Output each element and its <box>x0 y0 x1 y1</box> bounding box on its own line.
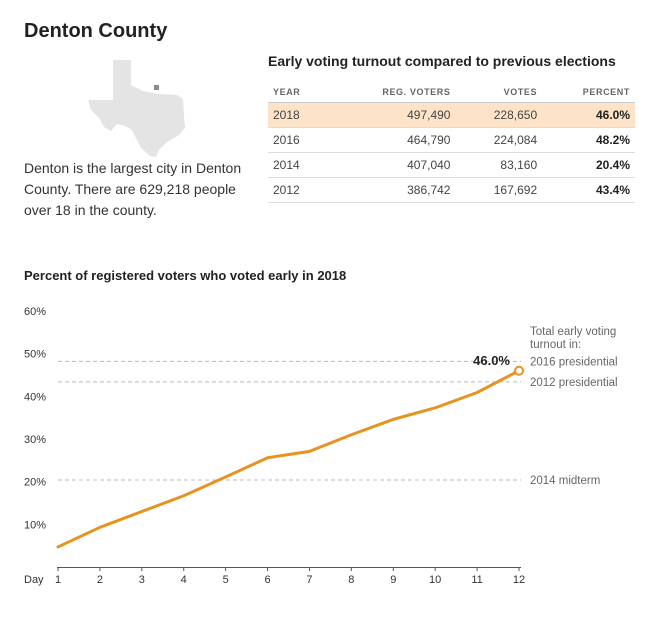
cell-reg-voters: 386,742 <box>328 177 456 203</box>
y-tick-label: 10% <box>24 519 46 531</box>
series-line-2018 <box>56 369 521 549</box>
table-row: 2012 386,742 167,692 43.4% <box>268 177 635 203</box>
header-votes: VOTES <box>455 82 543 103</box>
x-tick-label: 11 <box>471 574 482 586</box>
y-tick-label: 30% <box>24 434 46 446</box>
endpoint-label: 46.0% <box>473 353 510 368</box>
cell-percent: 46.0% <box>542 102 635 128</box>
x-tick-label: 5 <box>223 574 229 586</box>
table-row: 2018 497,490 228,650 46.0% <box>268 102 635 128</box>
turnout-line-chart: 10% 20% 30% 40% 50% 60% 2016 presidential 2012 … <box>24 306 618 586</box>
endpoint-marker <box>514 365 524 376</box>
reference-heading: Total early voting turnout in: <box>530 326 616 351</box>
cell-percent: 43.4% <box>542 177 635 203</box>
x-tick-label: 7 <box>306 574 312 586</box>
chart-title: Percent of registered voters who voted e… <box>24 268 347 283</box>
county-title: Denton County <box>24 20 168 42</box>
x-tick-label: 6 <box>264 574 270 586</box>
y-tick-label: 20% <box>24 477 46 489</box>
x-tick-label: 4 <box>181 574 187 586</box>
cell-year: 2016 <box>268 127 329 153</box>
cell-percent: 48.2% <box>542 127 635 153</box>
table-row: 2014 407,040 83,160 20.4% <box>268 152 635 178</box>
county-description: Denton is the largest city in Denton Cou… <box>24 160 242 218</box>
cell-reg-voters: 497,490 <box>328 102 456 128</box>
cell-year: 2012 <box>268 177 329 203</box>
x-tick-label: 1 <box>55 574 61 586</box>
x-tick-label: 12 <box>513 574 525 586</box>
cell-votes: 167,692 <box>455 177 543 203</box>
y-tick-label: 60% <box>24 306 46 318</box>
reference-label: 2012 presidential <box>530 377 618 389</box>
x-tick-label: 3 <box>139 574 145 586</box>
x-tick-label: 9 <box>390 574 396 586</box>
cell-year: 2014 <box>268 152 329 178</box>
table-row: 2016 464,790 224,084 48.2% <box>268 127 635 153</box>
cell-votes: 224,084 <box>455 127 543 153</box>
table-header-row: YEAR REG. VOTERS VOTES PERCENT <box>268 82 635 103</box>
cell-reg-voters: 407,040 <box>328 152 456 178</box>
reference-label: 2014 midterm <box>530 475 600 487</box>
reference-label: 2016 presidential <box>530 356 618 368</box>
texas-map-icon <box>88 60 185 157</box>
header-percent: PERCENT <box>542 82 635 103</box>
cell-year: 2018 <box>268 102 329 128</box>
x-tick-label: 10 <box>429 574 441 586</box>
y-tick-label: 40% <box>24 391 46 403</box>
x-axis-label: Day <box>24 574 44 586</box>
turnout-table: YEAR REG. VOTERS VOTES PERCENT 2018 497,… <box>268 82 635 203</box>
header-year: YEAR <box>268 82 329 103</box>
cell-percent: 20.4% <box>542 152 635 178</box>
cell-votes: 228,650 <box>455 102 543 128</box>
table-title: Early voting turnout compared to previou… <box>268 53 616 69</box>
y-tick-label: 50% <box>24 349 46 361</box>
x-tick-label: 2 <box>97 574 103 586</box>
x-tick-label: 8 <box>348 574 354 586</box>
cell-reg-voters: 464,790 <box>328 127 456 153</box>
header-reg-voters: REG. VOTERS <box>328 82 456 103</box>
county-marker <box>154 85 159 90</box>
cell-votes: 83,160 <box>455 152 543 178</box>
